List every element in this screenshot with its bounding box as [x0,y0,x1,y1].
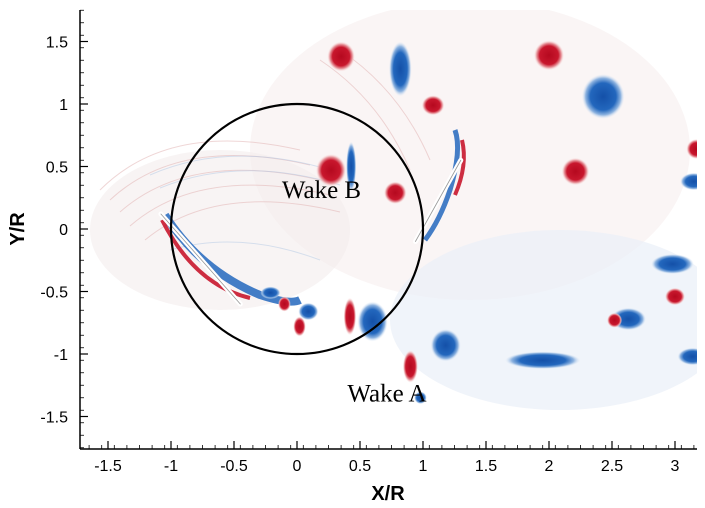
vortex-positive [315,154,347,187]
vortex-negative [346,141,357,192]
vortex-positive [533,40,565,71]
y-axis-title: Y/R [7,212,29,246]
x-tick-label: 0 [293,458,302,475]
x-tick-label: 3 [671,458,680,475]
y-tick-label: -1 [54,347,68,364]
vortex-positive [327,41,355,72]
vortex-positive [383,181,407,204]
vortex-positive [664,287,686,306]
vortex-positive [686,139,697,159]
x-axis-title: X/R [371,483,405,505]
vortex-positive [606,312,623,328]
x-tick-label: -0.5 [220,458,248,475]
x-tick-label: -1.5 [94,458,122,475]
vortex-layer [260,40,697,404]
vortex-negative [677,347,697,366]
wake-tint-upper [250,10,690,300]
blade-layer [158,157,464,307]
y-tick-label: -0.5 [40,285,68,302]
annotation-wake-a: Wake A [347,381,426,408]
y-tick-label: 0.5 [46,160,68,177]
vortex-negative [414,391,427,404]
y-tick-label: -1.5 [40,410,68,427]
annotation-wake-b: Wake B [282,177,361,204]
x-tick-label: 1.5 [475,458,497,475]
x-tick-label: -1 [164,458,178,475]
blade2-wake-sheet-red [453,139,466,196]
vortex-positive [343,297,357,336]
x-tick-label: 2.5 [601,458,623,475]
x-tick-label: 2 [545,458,554,475]
rotor-circle [169,102,425,356]
vortex-negative [388,41,412,97]
vortex-negative [581,74,625,119]
x-axis-ticks: -1.5 -1 -0.5 0 0.5 1 1.5 2 2.5 3 [88,441,695,475]
y-axis-ticks: 1.5 1 0.5 0 -0.5 -1 -1.5 [40,9,88,449]
x-tick-label: 1 [419,458,428,475]
y-tick-label: 1 [59,97,68,114]
wake-tint-left [90,150,350,310]
flow-field [90,10,697,410]
vortex-positive [421,95,445,116]
vortex-negative [260,286,281,299]
vortex-negative [357,301,388,342]
vortex-negative [504,351,581,369]
blade-outline-1 [160,213,241,305]
vortex-negative [651,254,694,274]
vortex-positive [293,316,306,337]
blade-wake-sheet-red [160,219,251,300]
y-tick-label: 0 [59,222,68,239]
vortex-positive [561,157,590,186]
y-tick-label: 1.5 [46,35,68,52]
wake-tint-lower [390,230,697,410]
vortex-negative [430,329,461,362]
vortex-negative [680,172,697,191]
blade2-wake-sheet-blue [422,129,461,242]
x-tick-label: 0.5 [349,458,371,475]
vortex-positive [278,296,291,312]
vortex-negative [298,302,319,321]
vortex-positive [402,350,418,383]
